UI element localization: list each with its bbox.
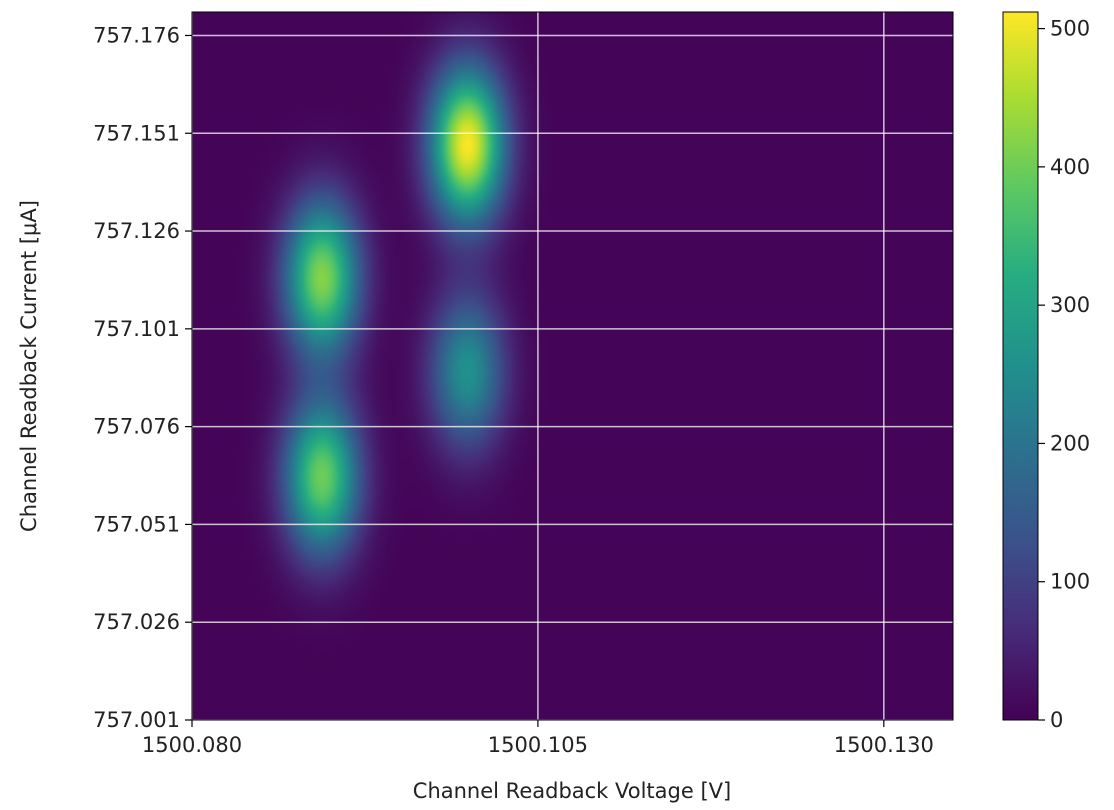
colorbar-tick-label: 200 xyxy=(1050,431,1090,455)
y-axis: 757.001 757.026 757.051 757.076 757.101 757.1… xyxy=(93,23,192,732)
colorbar-tick-label: 400 xyxy=(1050,155,1090,179)
y-tick-label: 757.076 xyxy=(93,415,180,439)
y-tick-label: 757.051 xyxy=(93,512,180,536)
grid-lines xyxy=(191,12,953,721)
y-tick-label: 757.026 xyxy=(93,610,180,634)
y-tick-label: 757.101 xyxy=(93,317,180,341)
y-tick-label: 757.126 xyxy=(93,219,180,243)
x-tick-label: 1500.130 xyxy=(834,733,934,757)
colorbar: 0 100 200 300 400 500 xyxy=(1002,11,1090,732)
plot-area xyxy=(191,11,954,721)
x-tick-label: 1500.080 xyxy=(142,733,242,757)
colorbar-tick-label: 500 xyxy=(1050,17,1090,41)
colorbar-tick-label: 100 xyxy=(1050,570,1090,594)
x-tick-label: 1500.105 xyxy=(488,733,588,757)
heatmap-image xyxy=(192,12,953,720)
colorbar-tick-label: 300 xyxy=(1050,293,1090,317)
y-axis-label: Channel Readback Current [μA] xyxy=(17,200,41,532)
y-tick-label: 757.176 xyxy=(93,23,180,47)
x-axis-label: Channel Readback Voltage [V] xyxy=(413,779,731,803)
plot-frame xyxy=(191,11,954,721)
colorbar-tick-label: 0 xyxy=(1050,708,1063,732)
colorbar-gradient xyxy=(1002,11,1039,721)
x-axis: 1500.080 1500.105 1500.130 xyxy=(142,720,934,757)
colorbar-ticks: 0 100 200 300 400 500 xyxy=(1038,17,1090,732)
y-tick-label: 757.001 xyxy=(93,708,180,732)
y-tick-label: 757.151 xyxy=(93,121,180,145)
